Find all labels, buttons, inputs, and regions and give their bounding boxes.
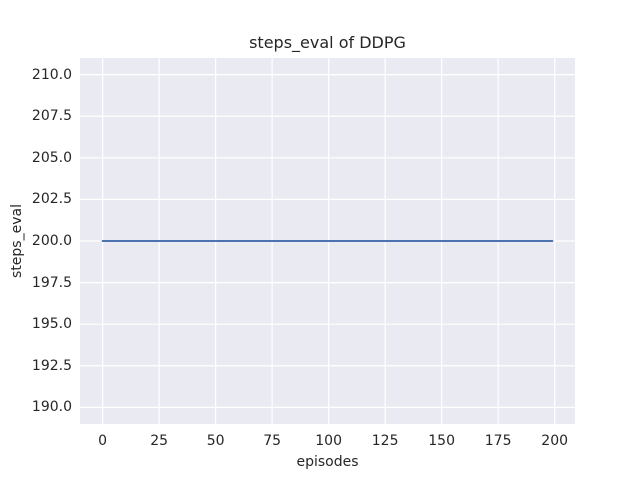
y-tick-label: 207.5: [31, 108, 72, 125]
y-axis-label: steps_eval: [9, 204, 25, 278]
y-tick-label: 197.5: [31, 274, 72, 291]
plot-area: [80, 58, 575, 424]
x-tick-label: 100: [315, 433, 342, 449]
x-tick-label: 175: [484, 433, 512, 449]
y-tick-label: 190.0: [31, 399, 72, 416]
x-tick-label: 150: [428, 433, 455, 449]
x-tick-label: 75: [263, 433, 282, 449]
chart-title: steps_eval of DDPG: [249, 33, 406, 52]
y-tick-label: 202.5: [31, 191, 72, 208]
x-tick-label: 0: [98, 433, 108, 449]
x-axis-label: episodes: [296, 454, 359, 470]
y-tick-label: 205.0: [31, 149, 72, 166]
y-tick-label: 210.0: [31, 66, 72, 83]
x-tick-label: 125: [371, 433, 399, 449]
y-tick-label: 200.0: [31, 233, 72, 249]
x-tick-label: 200: [541, 433, 569, 449]
y-tick-label: 195.0: [31, 316, 72, 333]
x-tick-label: 50: [206, 433, 225, 449]
x-tick-label: 25: [150, 433, 169, 449]
y-tick-label: 192.5: [31, 357, 72, 374]
